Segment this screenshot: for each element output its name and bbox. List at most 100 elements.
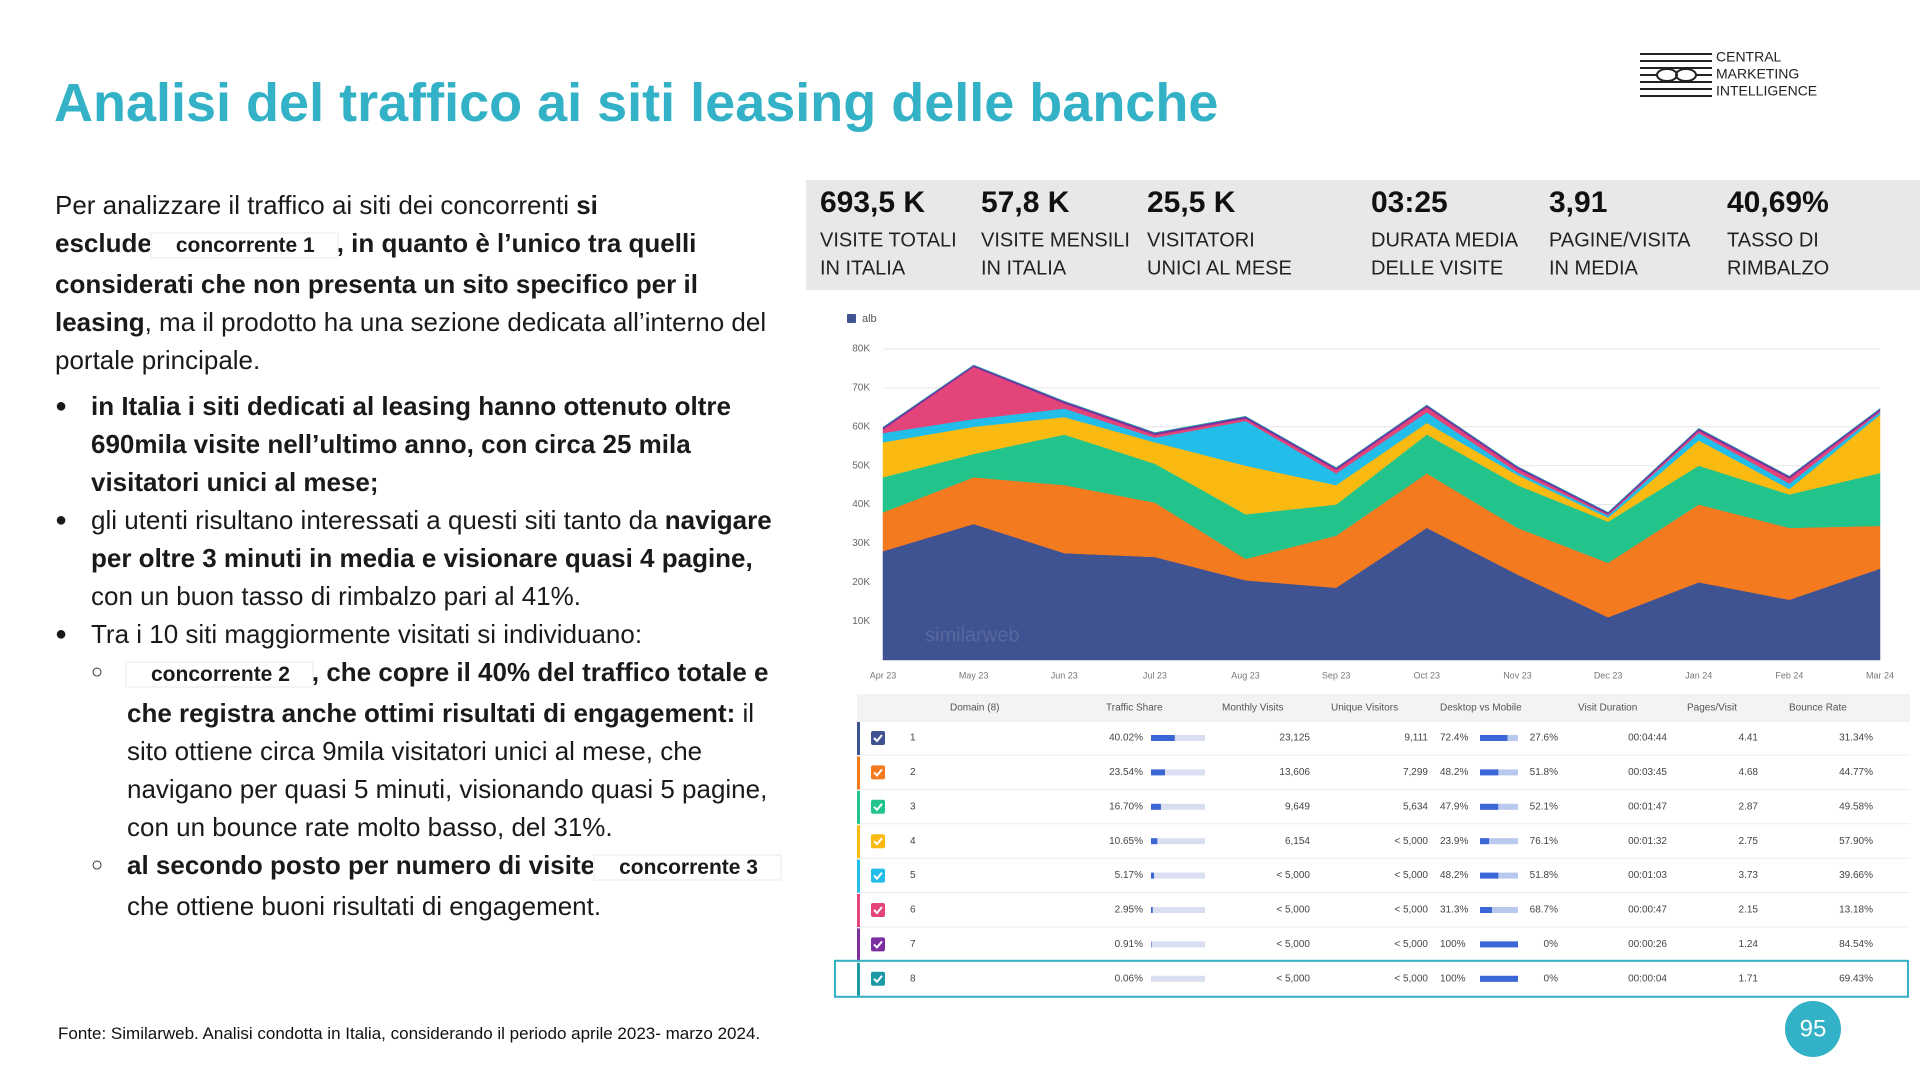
desktop-share: 100%	[1440, 939, 1466, 950]
bullet: Tra i 10 siti maggiormente visitati si i…	[55, 615, 795, 925]
monthly-visits: < 5,000	[1276, 905, 1310, 916]
x-tick-label: Mar 24	[1866, 670, 1894, 680]
bounce-rate: 49.58%	[1839, 801, 1873, 812]
body-text: Per analizzare il traffico ai siti dei c…	[55, 186, 795, 925]
source-note: Fonte: Similarweb. Analisi condotta in I…	[58, 1024, 761, 1043]
row-checkbox	[871, 937, 885, 952]
kpi-value: 25,5 K	[1147, 186, 1236, 219]
y-tick-label: 30K	[852, 538, 870, 549]
monthly-visits: 13,606	[1279, 767, 1310, 778]
desktop-share: 100%	[1440, 973, 1466, 984]
row-color-bar	[857, 859, 860, 893]
row-checkbox	[871, 731, 885, 745]
row-color-bar	[857, 790, 860, 824]
text-run: navigare per oltre 3 minuti in media e v…	[91, 505, 772, 573]
kpi-strip	[806, 180, 1920, 290]
desktop-bar	[1480, 907, 1492, 913]
page-badge	[1785, 1001, 1841, 1057]
y-tick-label: 50K	[852, 460, 870, 471]
unique-visitors: < 5,000	[1394, 836, 1428, 847]
monthly-visits: < 5,000	[1276, 939, 1310, 950]
row-index: 7	[910, 939, 916, 950]
title: Analisi del traffico ai siti leasing del…	[54, 73, 1219, 133]
row-color-bar	[857, 962, 860, 996]
y-tick-label: 80K	[852, 344, 870, 355]
kpi-label: IN MEDIA	[1549, 257, 1639, 279]
bounce-rate: 13.18%	[1839, 905, 1873, 916]
legend-label: alb	[862, 313, 877, 325]
text-run: , in quanto è l’unico tra quelli conside…	[55, 228, 698, 337]
mobile-share: 68.7%	[1530, 905, 1558, 916]
row-color-bar	[857, 894, 860, 927]
mobile-share: 0%	[1544, 973, 1559, 984]
desktop-bar	[1480, 872, 1499, 879]
kpi-label: VISITATORI	[1147, 229, 1255, 251]
desktop-bar	[1480, 803, 1499, 810]
table-header: Unique Visitors	[1331, 703, 1398, 714]
pages-visit: 1.71	[1739, 973, 1759, 984]
kpi-label: IN ITALIA	[820, 257, 906, 279]
pages-visit: 4.68	[1739, 767, 1759, 778]
table-header: Monthly Visits	[1222, 703, 1284, 714]
check-mark	[873, 734, 883, 743]
visit-duration: 00:00:04	[1628, 973, 1667, 984]
watermark: similarweb	[925, 624, 1019, 646]
text-run: con un buon tasso di rimbalzo pari al 41…	[91, 581, 581, 611]
logo-text: MARKETING	[1716, 66, 1799, 82]
x-tick-label: Aug 23	[1231, 670, 1260, 680]
share-track	[1151, 803, 1205, 810]
share-bar	[1151, 907, 1153, 913]
table-header: Desktop vs Mobile	[1440, 703, 1522, 714]
visit-duration: 00:01:32	[1628, 836, 1667, 847]
text-run: in Italia i siti dedicati al leasing han…	[91, 391, 731, 497]
x-tick-label: Jan 24	[1685, 670, 1712, 680]
text-run: gli utenti risultano interessati a quest…	[91, 505, 665, 535]
bounce-rate: 84.54%	[1839, 939, 1873, 950]
traffic-share: 40.02%	[1109, 733, 1143, 744]
text-run: si esclude	[55, 190, 598, 258]
kpi-label: DELLE VISITE	[1371, 257, 1503, 279]
text-run: , che copre il 40% del traffico totale e…	[127, 657, 769, 728]
share-track	[1151, 872, 1205, 879]
kpi-label: TASSO DI	[1727, 229, 1819, 251]
unique-visitors: 7,299	[1403, 767, 1428, 778]
row-index: 1	[910, 733, 916, 744]
visit-duration: 00:04:44	[1628, 733, 1667, 744]
monthly-visits: < 5,000	[1276, 870, 1310, 881]
mobile-bar	[1480, 872, 1518, 879]
mobile-bar	[1480, 838, 1518, 845]
mobile-share: 52.1%	[1530, 801, 1558, 812]
table-header-bg	[857, 694, 1910, 722]
mobile-bar	[1480, 803, 1518, 810]
share-track	[1151, 941, 1205, 948]
desktop-share: 47.9%	[1440, 801, 1468, 812]
row-color-bar	[857, 825, 860, 859]
x-tick-label: Apr 23	[870, 670, 897, 680]
share-bar	[1151, 735, 1175, 741]
bullet: in Italia i siti dedicati al leasing han…	[55, 387, 795, 501]
table-header: Visit Duration	[1578, 703, 1637, 714]
mobile-share: 76.1%	[1530, 836, 1558, 847]
bounce-rate: 57.90%	[1839, 836, 1873, 847]
visit-duration: 00:03:45	[1628, 767, 1667, 778]
row-checkbox	[871, 971, 885, 986]
y-tick-label: 60K	[852, 421, 870, 432]
bounce-rate: 39.66%	[1839, 870, 1873, 881]
kpi-value: 57,8 K	[981, 186, 1070, 219]
kpi-label: PAGINE/VISITA	[1549, 229, 1691, 251]
unique-visitors: < 5,000	[1394, 973, 1428, 984]
legend-box	[847, 314, 856, 323]
kpi-value: 03:25	[1371, 186, 1448, 219]
text-run: al secondo posto per numero di visite	[127, 850, 596, 880]
desktop-bar	[1480, 975, 1518, 982]
desktop-share: 31.3%	[1440, 905, 1468, 916]
row-checkbox	[871, 834, 885, 849]
traffic-share: 16.70%	[1109, 801, 1143, 812]
kpi-label: VISITE TOTALI	[820, 229, 957, 251]
monthly-visits: < 5,000	[1276, 973, 1310, 984]
share-track	[1151, 838, 1205, 845]
row-checkbox	[871, 799, 885, 814]
desktop-bar	[1480, 769, 1499, 776]
